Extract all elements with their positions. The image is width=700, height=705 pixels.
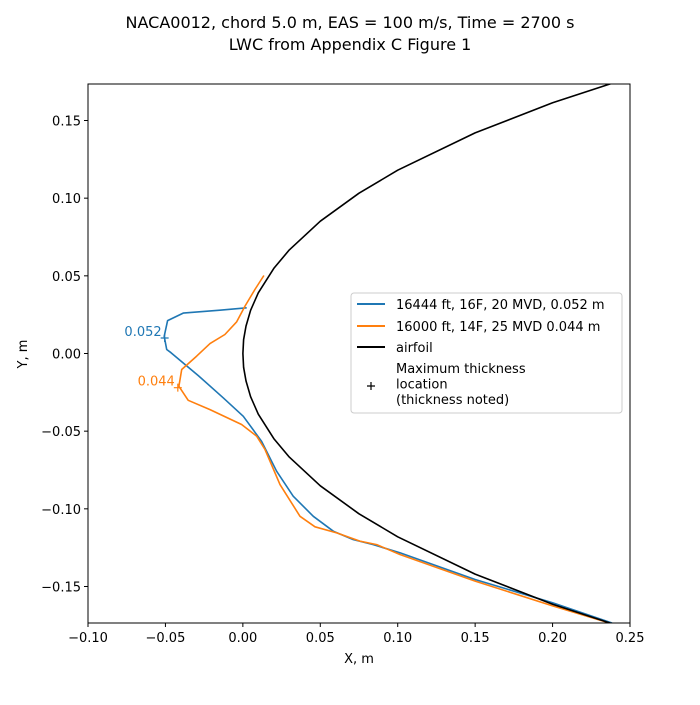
y-tick-label: −0.05: [41, 425, 81, 440]
legend-label-0: 16444 ft, 16F, 20 MVD, 0.052 m: [396, 298, 605, 313]
x-tick-label: 0.20: [538, 631, 567, 646]
plot-area: 0.052 0.044: [124, 84, 613, 623]
y-tick-label: 0.15: [52, 115, 81, 130]
x-axis-label: X, m: [344, 652, 374, 667]
max-thickness-marker-1: [173, 383, 182, 392]
y-tick-label: −0.10: [41, 503, 81, 518]
y-axis-label: Y, m: [16, 340, 31, 370]
x-tick-label: −0.05: [146, 631, 186, 646]
max-thickness-marker-0: [160, 333, 169, 342]
legend-marker-plus-icon: [367, 382, 375, 390]
axis-ticks: −0.10 −0.05 0.00 0.05 0.10 0.15 0.20 0.25 −0.15 −…: [41, 115, 644, 646]
y-tick-label: 0.10: [52, 192, 81, 207]
legend-label-2: airfoil: [396, 341, 433, 356]
legend: 16444 ft, 16F, 20 MVD, 0.052 m 16000 ft, …: [350, 292, 623, 414]
x-tick-label: 0.10: [383, 631, 412, 646]
chart-title-line-2: LWC from Appendix C Figure 1: [229, 35, 472, 54]
y-tick-label: 0.00: [52, 348, 81, 363]
chart-title-line-1: NACA0012, chord 5.0 m, EAS = 100 m/s, Ti…: [126, 13, 575, 32]
series-line-1: [178, 275, 613, 623]
y-tick-label: 0.05: [52, 270, 81, 285]
legend-label-1: 16000 ft, 14F, 25 MVD 0.044 m: [396, 320, 600, 335]
x-tick-label: 0.05: [306, 631, 335, 646]
legend-label-marker: Maximum thickness location (thickness note…: [396, 362, 526, 408]
x-tick-label: 0.00: [228, 631, 257, 646]
x-tick-label: 0.25: [616, 631, 645, 646]
x-tick-label: −0.10: [68, 631, 108, 646]
series-line-2: [242, 84, 613, 623]
legend-box: [350, 292, 623, 414]
y-tick-label: −0.15: [41, 580, 81, 595]
thickness-label-1: 0.044: [138, 375, 175, 390]
axes-frame: [87, 83, 631, 624]
thickness-label-0: 0.052: [124, 325, 161, 340]
x-tick-label: 0.15: [461, 631, 490, 646]
